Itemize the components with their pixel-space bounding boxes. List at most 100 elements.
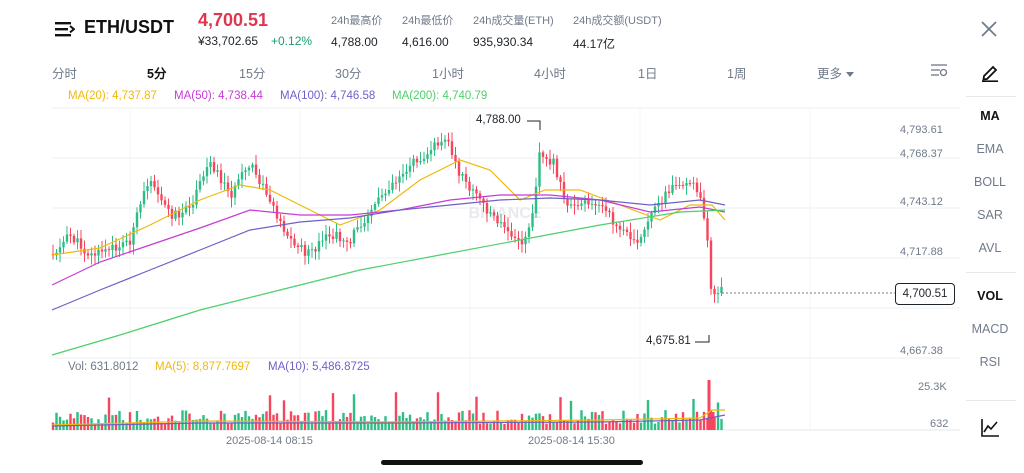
ma100-line (51, 197, 726, 311)
volume-bar (394, 392, 398, 430)
indicator-sar[interactable]: SAR (977, 208, 1003, 222)
volume-bar (443, 420, 447, 430)
stat-24h-volume: 24h成交量(ETH) 935,930.34 (473, 12, 554, 49)
volume-bar (314, 411, 317, 430)
indicator-ema[interactable]: EMA (976, 142, 1004, 156)
candle (188, 206, 191, 208)
volume-bar (160, 422, 163, 430)
candle (597, 204, 601, 206)
candle (125, 240, 128, 243)
candle (142, 191, 146, 205)
volume-bar (608, 421, 611, 430)
tab-interval-1d[interactable]: 1日 (638, 67, 658, 81)
indicator-macd[interactable]: MACD (971, 322, 1009, 336)
candle (282, 220, 286, 232)
volume-bar (660, 417, 664, 430)
candle (216, 170, 219, 172)
stat-label: 24h最高价 (331, 15, 383, 27)
indicator-vol[interactable]: VOL (977, 289, 1003, 303)
indicator-rsi[interactable]: RSI (979, 355, 1001, 369)
candle (195, 189, 198, 205)
candle (538, 152, 541, 187)
candle (97, 249, 100, 256)
price-axis-label: 4,743.12 (900, 196, 943, 208)
candlestick-chart[interactable]: BINANCE (0, 85, 960, 440)
vol-ma5-line (51, 409, 725, 426)
tab-interval-30m[interactable]: 30分 (335, 67, 362, 81)
settings-icon[interactable] (930, 61, 948, 79)
candle (440, 141, 443, 146)
tab-interval-4h[interactable]: 4小时 (534, 67, 566, 81)
candle (83, 248, 86, 254)
candle (534, 186, 538, 214)
candle (653, 206, 657, 213)
volume-bar (436, 392, 440, 430)
candle (506, 227, 510, 232)
volume-bar (468, 410, 471, 430)
volume-bar (289, 411, 293, 430)
close-icon[interactable] (980, 20, 998, 38)
candle (454, 154, 457, 162)
candle (681, 185, 685, 187)
candle (419, 161, 422, 163)
candle (139, 204, 142, 213)
volume-bar (671, 420, 674, 430)
candle (391, 182, 394, 190)
tab-interval-1w[interactable]: 1周 (727, 67, 747, 81)
ma20-line (51, 159, 726, 256)
indicator-boll[interactable]: BOLL (974, 175, 1006, 189)
trend-icon[interactable] (980, 418, 1000, 438)
candle (174, 210, 177, 219)
candle (443, 139, 447, 142)
volume-bar (524, 421, 527, 430)
volume-bar (685, 419, 688, 430)
volume-bar (118, 410, 121, 430)
tab-interval-5m[interactable]: 5分 (147, 67, 167, 81)
volume-bar (212, 422, 216, 430)
menu-icon[interactable] (55, 20, 75, 38)
candle (160, 194, 163, 201)
price-change: +0.12% (271, 34, 313, 48)
volume-bar (464, 420, 468, 430)
candle (72, 235, 76, 243)
candle (226, 182, 230, 191)
tab-interval-1h[interactable]: 1小时 (432, 67, 464, 81)
volume-bar (622, 410, 625, 430)
volume-bar (720, 418, 723, 430)
volume-bar (405, 418, 408, 430)
more-intervals-dropdown[interactable]: 更多 (817, 63, 855, 82)
price-axis-label: 4,717.88 (900, 246, 943, 258)
candle (107, 249, 111, 251)
volume-bar (711, 412, 715, 430)
volume-bar (664, 410, 667, 430)
volume-bar (555, 421, 559, 430)
candle (587, 200, 590, 205)
tab-interval-timeline[interactable]: 分时 (52, 67, 78, 81)
volume-bar (538, 413, 541, 430)
pen-icon[interactable] (980, 62, 1000, 82)
indicator-ma[interactable]: MA (980, 109, 1000, 123)
candle (415, 158, 419, 163)
candle (286, 231, 289, 237)
indicator-avl[interactable]: AVL (978, 241, 1002, 255)
candle (104, 249, 107, 252)
candle (646, 221, 650, 230)
volume-bar (282, 400, 286, 430)
volume-bar (366, 423, 370, 430)
volume-bar (517, 422, 520, 430)
volume-bar (391, 421, 394, 430)
tab-interval-15m[interactable]: 15分 (239, 67, 266, 81)
candle (202, 176, 205, 182)
candle (622, 229, 625, 231)
volume-bar (545, 423, 548, 430)
volume-bar (426, 412, 429, 430)
candle (352, 229, 356, 244)
stat-value: 4,788.00 (331, 35, 378, 49)
more-label: 更多 (817, 67, 843, 81)
candle (153, 180, 156, 188)
price-axis-label: 4,667.38 (900, 345, 943, 357)
pair-title[interactable]: ETH/USDT (84, 17, 174, 37)
volume-bar (496, 410, 499, 430)
volume-bar (219, 410, 223, 430)
candle (433, 142, 436, 151)
